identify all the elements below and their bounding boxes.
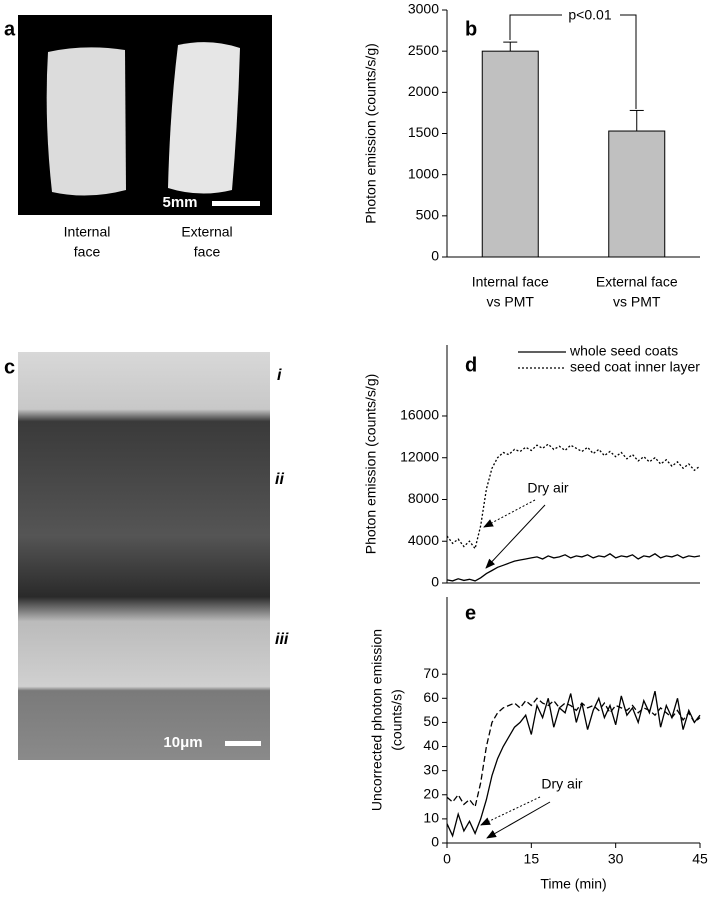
- arrow: [486, 801, 551, 839]
- bracket: [620, 14, 637, 109]
- annotation: p<0.01: [568, 7, 611, 23]
- caption: External: [181, 224, 232, 240]
- bar: [608, 130, 666, 258]
- panel-label: c: [4, 356, 15, 378]
- y-tick-label: 1000: [408, 165, 439, 181]
- panel-c: c i ii iii 10μm: [4, 352, 289, 760]
- annotation: Dry air: [527, 480, 569, 496]
- layer-label: iii: [275, 631, 289, 648]
- x-tick-label: 30: [608, 851, 624, 867]
- y-tick-label: 20: [423, 785, 439, 801]
- y-tick-label: 4000: [408, 532, 439, 548]
- y-tick-label: 8000: [408, 490, 439, 506]
- y-tick-label: 60: [423, 689, 439, 705]
- x-tick-label: External face: [596, 274, 678, 290]
- y-axis-label: Photon emission (counts/s/g): [363, 374, 379, 555]
- scale-bar: [225, 741, 261, 746]
- y-tick-label: 1500: [408, 124, 439, 140]
- line-series: [446, 690, 701, 838]
- scale-label: 10μm: [163, 734, 202, 751]
- x-tick-label: Internal face: [472, 274, 549, 290]
- x-tick-label: 45: [692, 851, 708, 867]
- seed-coat: [46, 47, 126, 196]
- scale-label: 5mm: [162, 194, 197, 211]
- x-tick-label: vs PMT: [487, 294, 535, 310]
- y-tick-label: 30: [423, 761, 439, 777]
- panel-label: d: [465, 354, 477, 376]
- arrow: [485, 504, 546, 569]
- x-tick-label: vs PMT: [613, 294, 661, 310]
- line-series: [446, 443, 701, 551]
- bracket: [509, 14, 562, 40]
- bar: [481, 50, 539, 258]
- y-tick-label: 10: [423, 810, 439, 826]
- panel-a: a 5mm Internal face External face: [4, 15, 272, 260]
- y-tick-label: 3000: [408, 1, 439, 17]
- y-tick-label: 2500: [408, 42, 439, 58]
- x-tick-label: 15: [524, 851, 540, 867]
- y-tick-label: 40: [423, 737, 439, 753]
- seed-coat: [168, 42, 240, 194]
- panel-label: e: [465, 602, 476, 624]
- y-tick-label: 50: [423, 713, 439, 729]
- layer-label: i: [277, 367, 282, 384]
- layer-label: ii: [275, 471, 284, 488]
- panel-label: b: [465, 18, 477, 40]
- y-tick-label: 0: [431, 248, 439, 264]
- caption: Internal: [64, 224, 111, 240]
- y-tick-label: 2000: [408, 83, 439, 99]
- x-axis-label: Time (min): [540, 876, 606, 892]
- y-tick-label: 70: [423, 665, 439, 681]
- y-tick-label: 16000: [400, 407, 439, 423]
- x-tick-label: 0: [443, 851, 451, 867]
- scale-bar: [212, 201, 260, 206]
- arrow: [480, 796, 541, 826]
- caption: face: [194, 244, 221, 260]
- caption: face: [74, 244, 101, 260]
- y-axis-label: Uncorrected photon emission: [369, 629, 385, 811]
- annotation: Dry air: [541, 776, 583, 792]
- y-tick-label: 0: [431, 574, 439, 590]
- y-tick-label: 12000: [400, 448, 439, 464]
- line-series: [446, 697, 701, 809]
- y-tick-label: 500: [416, 207, 440, 223]
- sem-image: [18, 352, 270, 760]
- line-series: [446, 553, 701, 582]
- legend-label: whole seed coats: [569, 343, 678, 359]
- y-axis-label: Photon emission (counts/s/g): [363, 43, 379, 224]
- legend-label: seed coat inner layer: [570, 359, 700, 375]
- panel-label: a: [4, 18, 16, 40]
- arrow: [483, 499, 536, 528]
- y-axis-label: (counts/s): [389, 689, 405, 750]
- y-tick-label: 0: [431, 834, 439, 850]
